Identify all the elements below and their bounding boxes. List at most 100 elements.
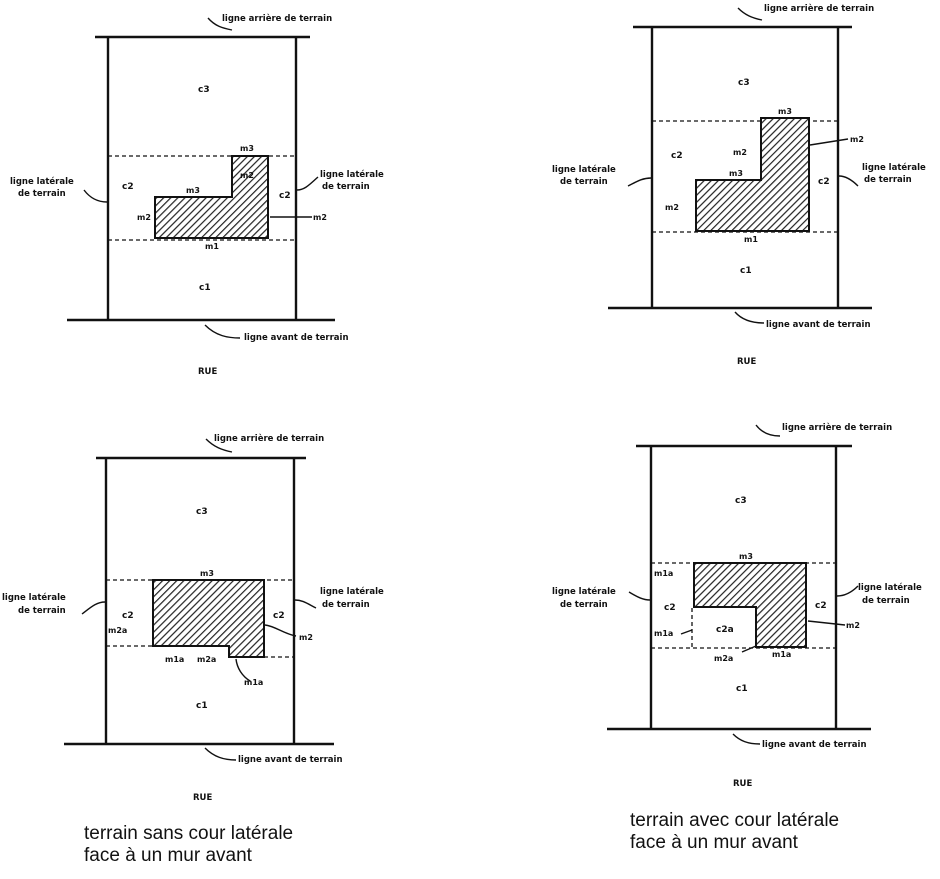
zone-c2-right: c2 xyxy=(279,191,291,201)
zone-c1: c1 xyxy=(736,684,748,694)
wall-m1a-left: m1a xyxy=(654,629,673,638)
zone-c2-left: c2 xyxy=(664,603,676,613)
leader-front xyxy=(204,324,241,339)
zone-c1: c1 xyxy=(196,701,208,711)
rear-lot-line-label: ligne arrière de terrain xyxy=(764,3,874,14)
leader-m1a-left xyxy=(680,629,693,635)
wall-m1: m1 xyxy=(205,242,219,251)
wall-m2-right: m2 xyxy=(850,135,864,144)
leader-m2a xyxy=(741,645,757,653)
left-side-line-label-2: de terrain xyxy=(560,177,608,187)
wall-m2-right: m2 xyxy=(846,621,860,630)
wall-m3-inner: m3 xyxy=(186,186,200,195)
leader-front xyxy=(734,311,765,324)
zone-c2-right: c2 xyxy=(273,611,285,621)
wall-m3-inner: m3 xyxy=(729,169,743,178)
leader-right xyxy=(296,176,319,191)
leader-m2-right xyxy=(807,620,846,626)
right-side-line-label-2: de terrain xyxy=(322,182,370,192)
caption-right-line-1: terrain avec cour latérale xyxy=(630,810,840,831)
rear-lot-line-label: ligne arrière de terrain xyxy=(222,13,332,24)
wall-m2-left: m2 xyxy=(665,203,679,212)
left-side-line-label-1: ligne latérale xyxy=(2,592,66,603)
leader-m1a-bottom xyxy=(235,658,251,682)
caption-left-line-2: face à un mur avant xyxy=(84,845,252,866)
zone-c2-left: c2 xyxy=(122,611,134,621)
zone-c3: c3 xyxy=(738,78,750,88)
wall-m2a: m2a xyxy=(714,654,733,663)
diagram-1: ligne arrière de terrain ligne avant de … xyxy=(10,13,384,377)
right-side-line-label-1: ligne latérale xyxy=(858,582,922,593)
wall-m2-left: m2 xyxy=(137,213,151,222)
diagram-4: ligne arrière de terrain ligne avant de … xyxy=(552,422,922,789)
building-footprint xyxy=(152,579,265,658)
wall-m2-inner: m2 xyxy=(240,171,254,180)
leader-right xyxy=(294,599,317,609)
leader-m2-right xyxy=(809,138,849,146)
wall-m3: m3 xyxy=(739,552,753,561)
left-side-line-label-2: de terrain xyxy=(18,189,66,199)
right-side-line-label-2: de terrain xyxy=(322,600,370,610)
wall-m2a: m2a xyxy=(108,626,127,635)
left-side-line-label-1: ligne latérale xyxy=(552,586,616,597)
wall-m2-right: m2 xyxy=(313,213,327,222)
wall-m3-top: m3 xyxy=(240,144,254,153)
zone-c1: c1 xyxy=(199,283,211,293)
zone-c2-left: c2 xyxy=(671,151,683,161)
building-footprint xyxy=(693,562,807,648)
zone-c3: c3 xyxy=(198,85,210,95)
leader-left xyxy=(83,189,108,203)
leader-rear xyxy=(207,17,233,31)
leader-front xyxy=(732,733,761,745)
right-side-line-label-2: de terrain xyxy=(864,175,912,185)
street-label: RUE xyxy=(733,779,752,789)
rear-lot-line-label: ligne arrière de terrain xyxy=(214,433,324,444)
diagram-2: ligne arrière de terrain ligne avant de … xyxy=(552,3,926,367)
leader-m2-right xyxy=(264,624,297,637)
left-side-line-label-1: ligne latérale xyxy=(552,164,616,175)
street-label: RUE xyxy=(193,793,212,803)
leader-rear xyxy=(755,424,781,437)
caption-right-line-2: face à un mur avant xyxy=(630,832,798,853)
left-side-line-label-2: de terrain xyxy=(560,600,608,610)
wall-m1a-top: m1a xyxy=(654,569,673,578)
street-label: RUE xyxy=(737,357,756,367)
leader-rear xyxy=(205,438,233,453)
wall-m2a-bottom: m2a xyxy=(197,655,216,664)
right-side-line-label-1: ligne latérale xyxy=(320,169,384,180)
front-lot-line-label: ligne avant de terrain xyxy=(244,333,349,343)
leader-right xyxy=(838,175,859,187)
left-side-line-label-2: de terrain xyxy=(18,606,66,616)
wall-m1a-bottom: m1a xyxy=(244,678,263,687)
leader-left xyxy=(81,601,106,615)
wall-m2-right: m2 xyxy=(299,633,313,642)
zone-c2-right: c2 xyxy=(818,177,830,187)
leader-left xyxy=(628,591,651,601)
leader-front xyxy=(204,747,237,761)
wall-m3-top: m3 xyxy=(778,107,792,116)
zone-c3: c3 xyxy=(735,496,747,506)
right-side-line-label-2: de terrain xyxy=(862,596,910,606)
street-label: RUE xyxy=(198,367,217,377)
caption-left-line-1: terrain sans cour latérale xyxy=(84,823,294,844)
zone-c3: c3 xyxy=(196,507,208,517)
wall-m2-inner: m2 xyxy=(733,148,747,157)
wall-m3: m3 xyxy=(200,569,214,578)
building-footprint xyxy=(154,155,269,239)
zone-c2a: c2a xyxy=(716,625,734,635)
leader-right xyxy=(836,585,859,597)
front-lot-line-label: ligne avant de terrain xyxy=(766,320,871,330)
front-lot-line-label: ligne avant de terrain xyxy=(238,755,343,765)
zone-c2-right: c2 xyxy=(815,601,827,611)
right-side-line-label-1: ligne latérale xyxy=(320,586,384,597)
building-footprint xyxy=(695,117,810,232)
leader-rear xyxy=(737,7,763,21)
wall-m1a: m1a xyxy=(165,655,184,664)
caption-left: terrain sans cour latérale face à un mur… xyxy=(84,823,293,867)
zone-c1: c1 xyxy=(740,266,752,276)
front-lot-line-label: ligne avant de terrain xyxy=(762,740,867,750)
diagram-3: ligne arrière de terrain ligne avant de … xyxy=(2,433,384,803)
rear-lot-line-label: ligne arrière de terrain xyxy=(782,422,892,433)
wall-m1a-bottom: m1a xyxy=(772,650,791,659)
